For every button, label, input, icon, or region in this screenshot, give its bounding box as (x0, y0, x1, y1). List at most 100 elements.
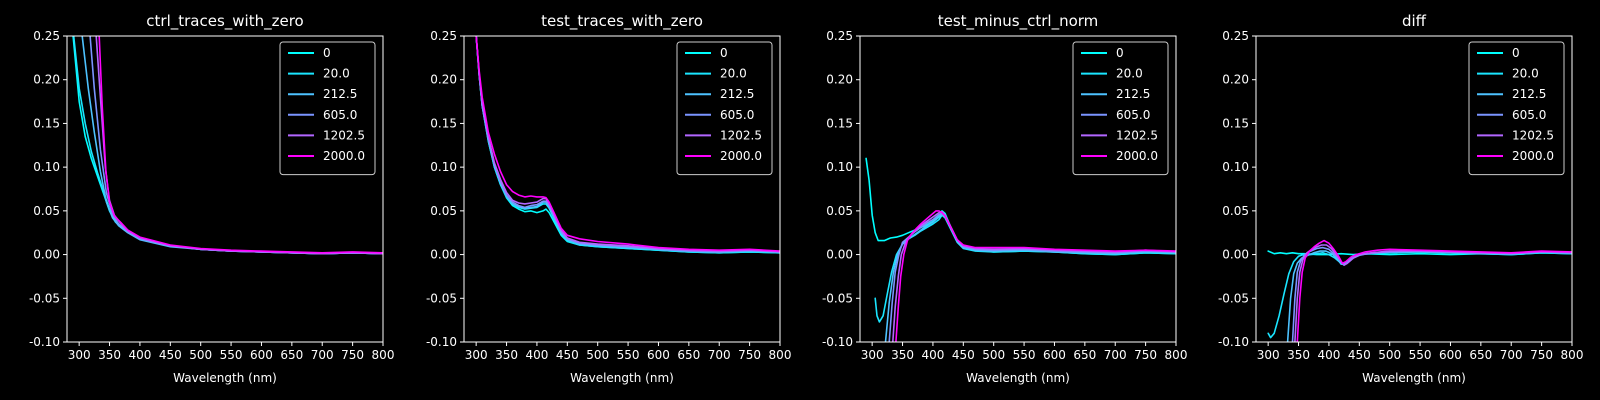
axes-frame (463, 35, 781, 343)
legend-label: 20.0 (720, 67, 747, 81)
y-tick-label: 0.05 (33, 204, 60, 218)
x-tick-label: 500 (982, 348, 1005, 362)
legend-label: 212.5 (720, 87, 754, 101)
y-tick-label: -0.10 (29, 335, 60, 349)
x-tick-label: 650 (677, 348, 700, 362)
series-lines (72, 36, 383, 255)
legend-label: 1202.5 (1512, 128, 1554, 142)
y-tick-label: -0.10 (1218, 335, 1249, 349)
y-tick-label: 0.25 (33, 29, 60, 43)
y-tick-label: -0.05 (426, 291, 457, 305)
chart-title: diff (1402, 12, 1427, 30)
x-tick-label: 700 (311, 348, 334, 362)
series-line-3 (1286, 250, 1572, 342)
x-tick-label: 400 (525, 348, 548, 362)
y-tick-label: -0.05 (822, 291, 853, 305)
y-tick-label: 0.15 (826, 116, 853, 130)
axes-frame (1255, 35, 1573, 343)
x-axis-label: Wavelength (nm) (966, 371, 1070, 385)
legend-label: 605.0 (1116, 108, 1150, 122)
series-line-4 (1291, 246, 1572, 342)
x-tick-label: 450 (159, 348, 182, 362)
axes-frame (66, 35, 384, 343)
legend-box (1468, 41, 1565, 176)
x-tick-label: 700 (708, 348, 731, 362)
legend-label: 1202.5 (323, 128, 365, 142)
x-tick-label: 750 (341, 348, 364, 362)
x-axis-label: Wavelength (nm) (1362, 371, 1466, 385)
legend: 0 20.0 212.5 605.0 1202.5 2000.0 (279, 41, 376, 176)
x-tick-label: 400 (1317, 348, 1340, 362)
x-tick-label: 350 (1287, 348, 1310, 362)
series-line-5 (892, 210, 1176, 342)
y-tick-label: 0.00 (826, 248, 853, 262)
x-tick-label: 600 (647, 348, 670, 362)
chart-panel-1: 300 350 400 450 500 550 600 650 700 750 800 -0.10 -0… (29, 12, 395, 385)
legend-label: 20.0 (323, 67, 350, 81)
legend-label: 212.5 (1512, 87, 1546, 101)
chart-title: ctrl_traces_with_zero (146, 12, 303, 31)
x-tick-label: 400 (921, 348, 944, 362)
y-tick-label: 0.10 (33, 160, 60, 174)
legend-label: 0 (1512, 46, 1520, 60)
x-tick-label: 500 (1378, 348, 1401, 362)
x-tick-label: 400 (128, 348, 151, 362)
y-tick-label: 0.25 (430, 29, 457, 43)
x-tick-label: 300 (861, 348, 884, 362)
x-tick-label: 800 (769, 348, 792, 362)
x-axis-label: Wavelength (nm) (570, 371, 674, 385)
legend-label: 1202.5 (1116, 128, 1158, 142)
x-tick-label: 750 (738, 348, 761, 362)
x-tick-label: 450 (1348, 348, 1371, 362)
x-axis-label: Wavelength (nm) (173, 371, 277, 385)
x-tick-label: 300 (1257, 348, 1280, 362)
y-tick-label: 0.15 (1222, 116, 1249, 130)
series-line-5 (475, 36, 780, 253)
y-tick-label: 0.00 (430, 248, 457, 262)
y-tick-label: 0.05 (826, 204, 853, 218)
y-tick-label: 0.20 (430, 73, 457, 87)
x-tick-label: 550 (1013, 348, 1036, 362)
legend-label: 605.0 (1512, 108, 1546, 122)
x-tick-label: 350 (98, 348, 121, 362)
x-tick-label: 500 (189, 348, 212, 362)
x-tick-label: 300 (68, 348, 91, 362)
legend-box (676, 41, 773, 176)
x-tick-label: 350 (495, 348, 518, 362)
y-tick-label: 0.10 (430, 160, 457, 174)
x-tick-label: 650 (1469, 348, 1492, 362)
legend-label: 20.0 (1512, 67, 1539, 81)
y-tick-label: 0.00 (33, 248, 60, 262)
series-line-2 (1267, 251, 1572, 339)
y-tick-label: 0.05 (430, 204, 457, 218)
legend-label: 605.0 (720, 108, 754, 122)
legend-label: 2000.0 (323, 149, 365, 163)
series-line-3 (884, 213, 1176, 342)
legend-label: 212.5 (323, 87, 357, 101)
y-tick-label: 0.25 (826, 29, 853, 43)
y-tick-label: 0.15 (430, 116, 457, 130)
x-tick-label: 600 (1043, 348, 1066, 362)
series-lines (475, 36, 780, 254)
chart-title: test_minus_ctrl_norm (938, 12, 1099, 31)
series-lines (865, 157, 1176, 342)
y-tick-label: 0.15 (33, 116, 60, 130)
y-tick-label: 0.20 (33, 73, 60, 87)
x-tick-label: 800 (372, 348, 395, 362)
y-tick-label: 0.20 (1222, 73, 1249, 87)
legend: 0 20.0 212.5 605.0 1202.5 2000.0 (1072, 41, 1169, 176)
x-tick-label: 500 (586, 348, 609, 362)
x-tick-label: 600 (1439, 348, 1462, 362)
series-lines (1267, 239, 1572, 342)
legend-label: 0 (1116, 46, 1124, 60)
x-tick-label: 450 (952, 348, 975, 362)
x-tick-label: 300 (465, 348, 488, 362)
x-tick-label: 750 (1134, 348, 1157, 362)
y-tick-label: 0.10 (1222, 160, 1249, 174)
y-tick-label: -0.10 (822, 335, 853, 349)
x-tick-label: 650 (1073, 348, 1096, 362)
x-tick-label: 650 (280, 348, 303, 362)
series-line-6 (1296, 239, 1572, 342)
y-tick-label: 0.00 (1222, 248, 1249, 262)
